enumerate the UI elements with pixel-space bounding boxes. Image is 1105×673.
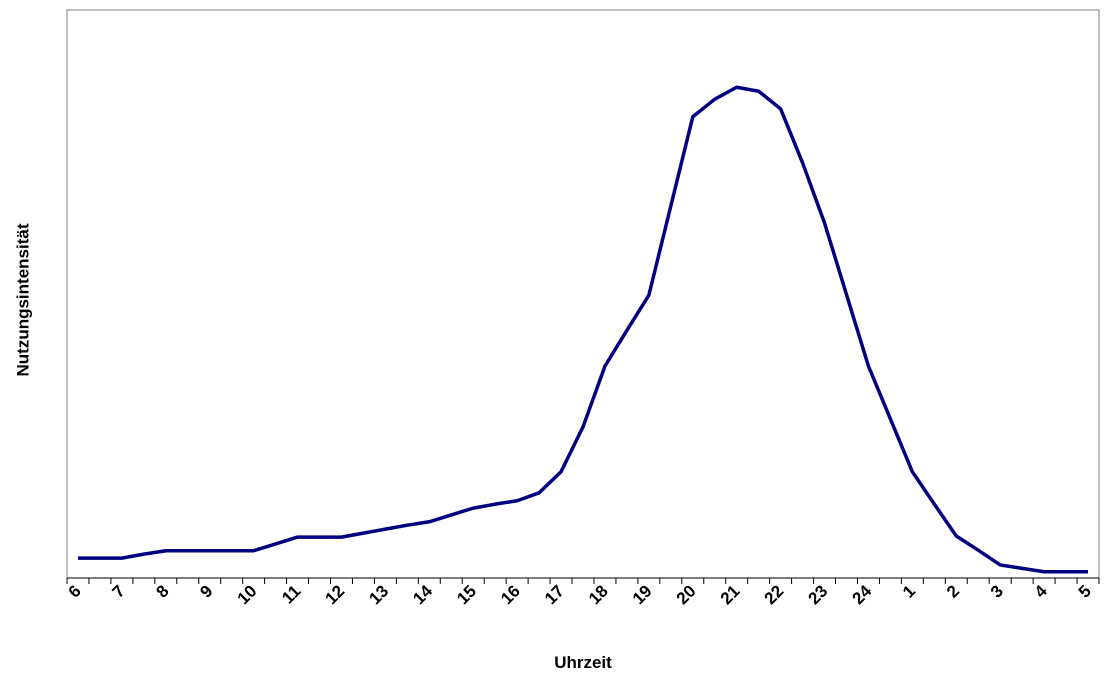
x-tick-label: 14	[409, 581, 436, 608]
x-tick-label: 21	[717, 581, 744, 608]
x-tick-label: 6	[65, 581, 85, 601]
x-tick-label: 16	[497, 581, 524, 608]
x-tick-label: 23	[805, 581, 832, 608]
x-axis-label: Uhrzeit	[554, 653, 612, 672]
x-tick-label: 15	[453, 581, 480, 608]
x-tick-label: 1	[899, 581, 919, 601]
x-tick-label: 2	[943, 581, 963, 601]
x-tick-label: 11	[278, 581, 304, 607]
x-tick-label: 17	[541, 581, 568, 608]
x-tick-label: 13	[365, 581, 392, 608]
x-tick-label: 4	[1031, 581, 1052, 602]
x-tick-label: 22	[761, 581, 788, 608]
data-line	[77, 85, 1089, 574]
x-tick-label: 7	[109, 581, 129, 601]
x-tick-label: 12	[321, 581, 348, 608]
x-tick-label: 10	[234, 581, 261, 608]
x-tick-label: 24	[848, 581, 875, 608]
y-axis-label: Nutzungsintensität	[13, 223, 32, 376]
x-tick-label: 8	[153, 581, 173, 601]
x-tick-label: 3	[987, 581, 1007, 601]
plot-frame	[66, 9, 1100, 579]
x-tick-label: 20	[673, 581, 700, 608]
x-tick-label: 9	[196, 581, 216, 601]
x-tick-label: 19	[629, 581, 656, 608]
x-tick-label: 5	[1075, 581, 1095, 601]
x-tick-label: 18	[585, 581, 612, 608]
